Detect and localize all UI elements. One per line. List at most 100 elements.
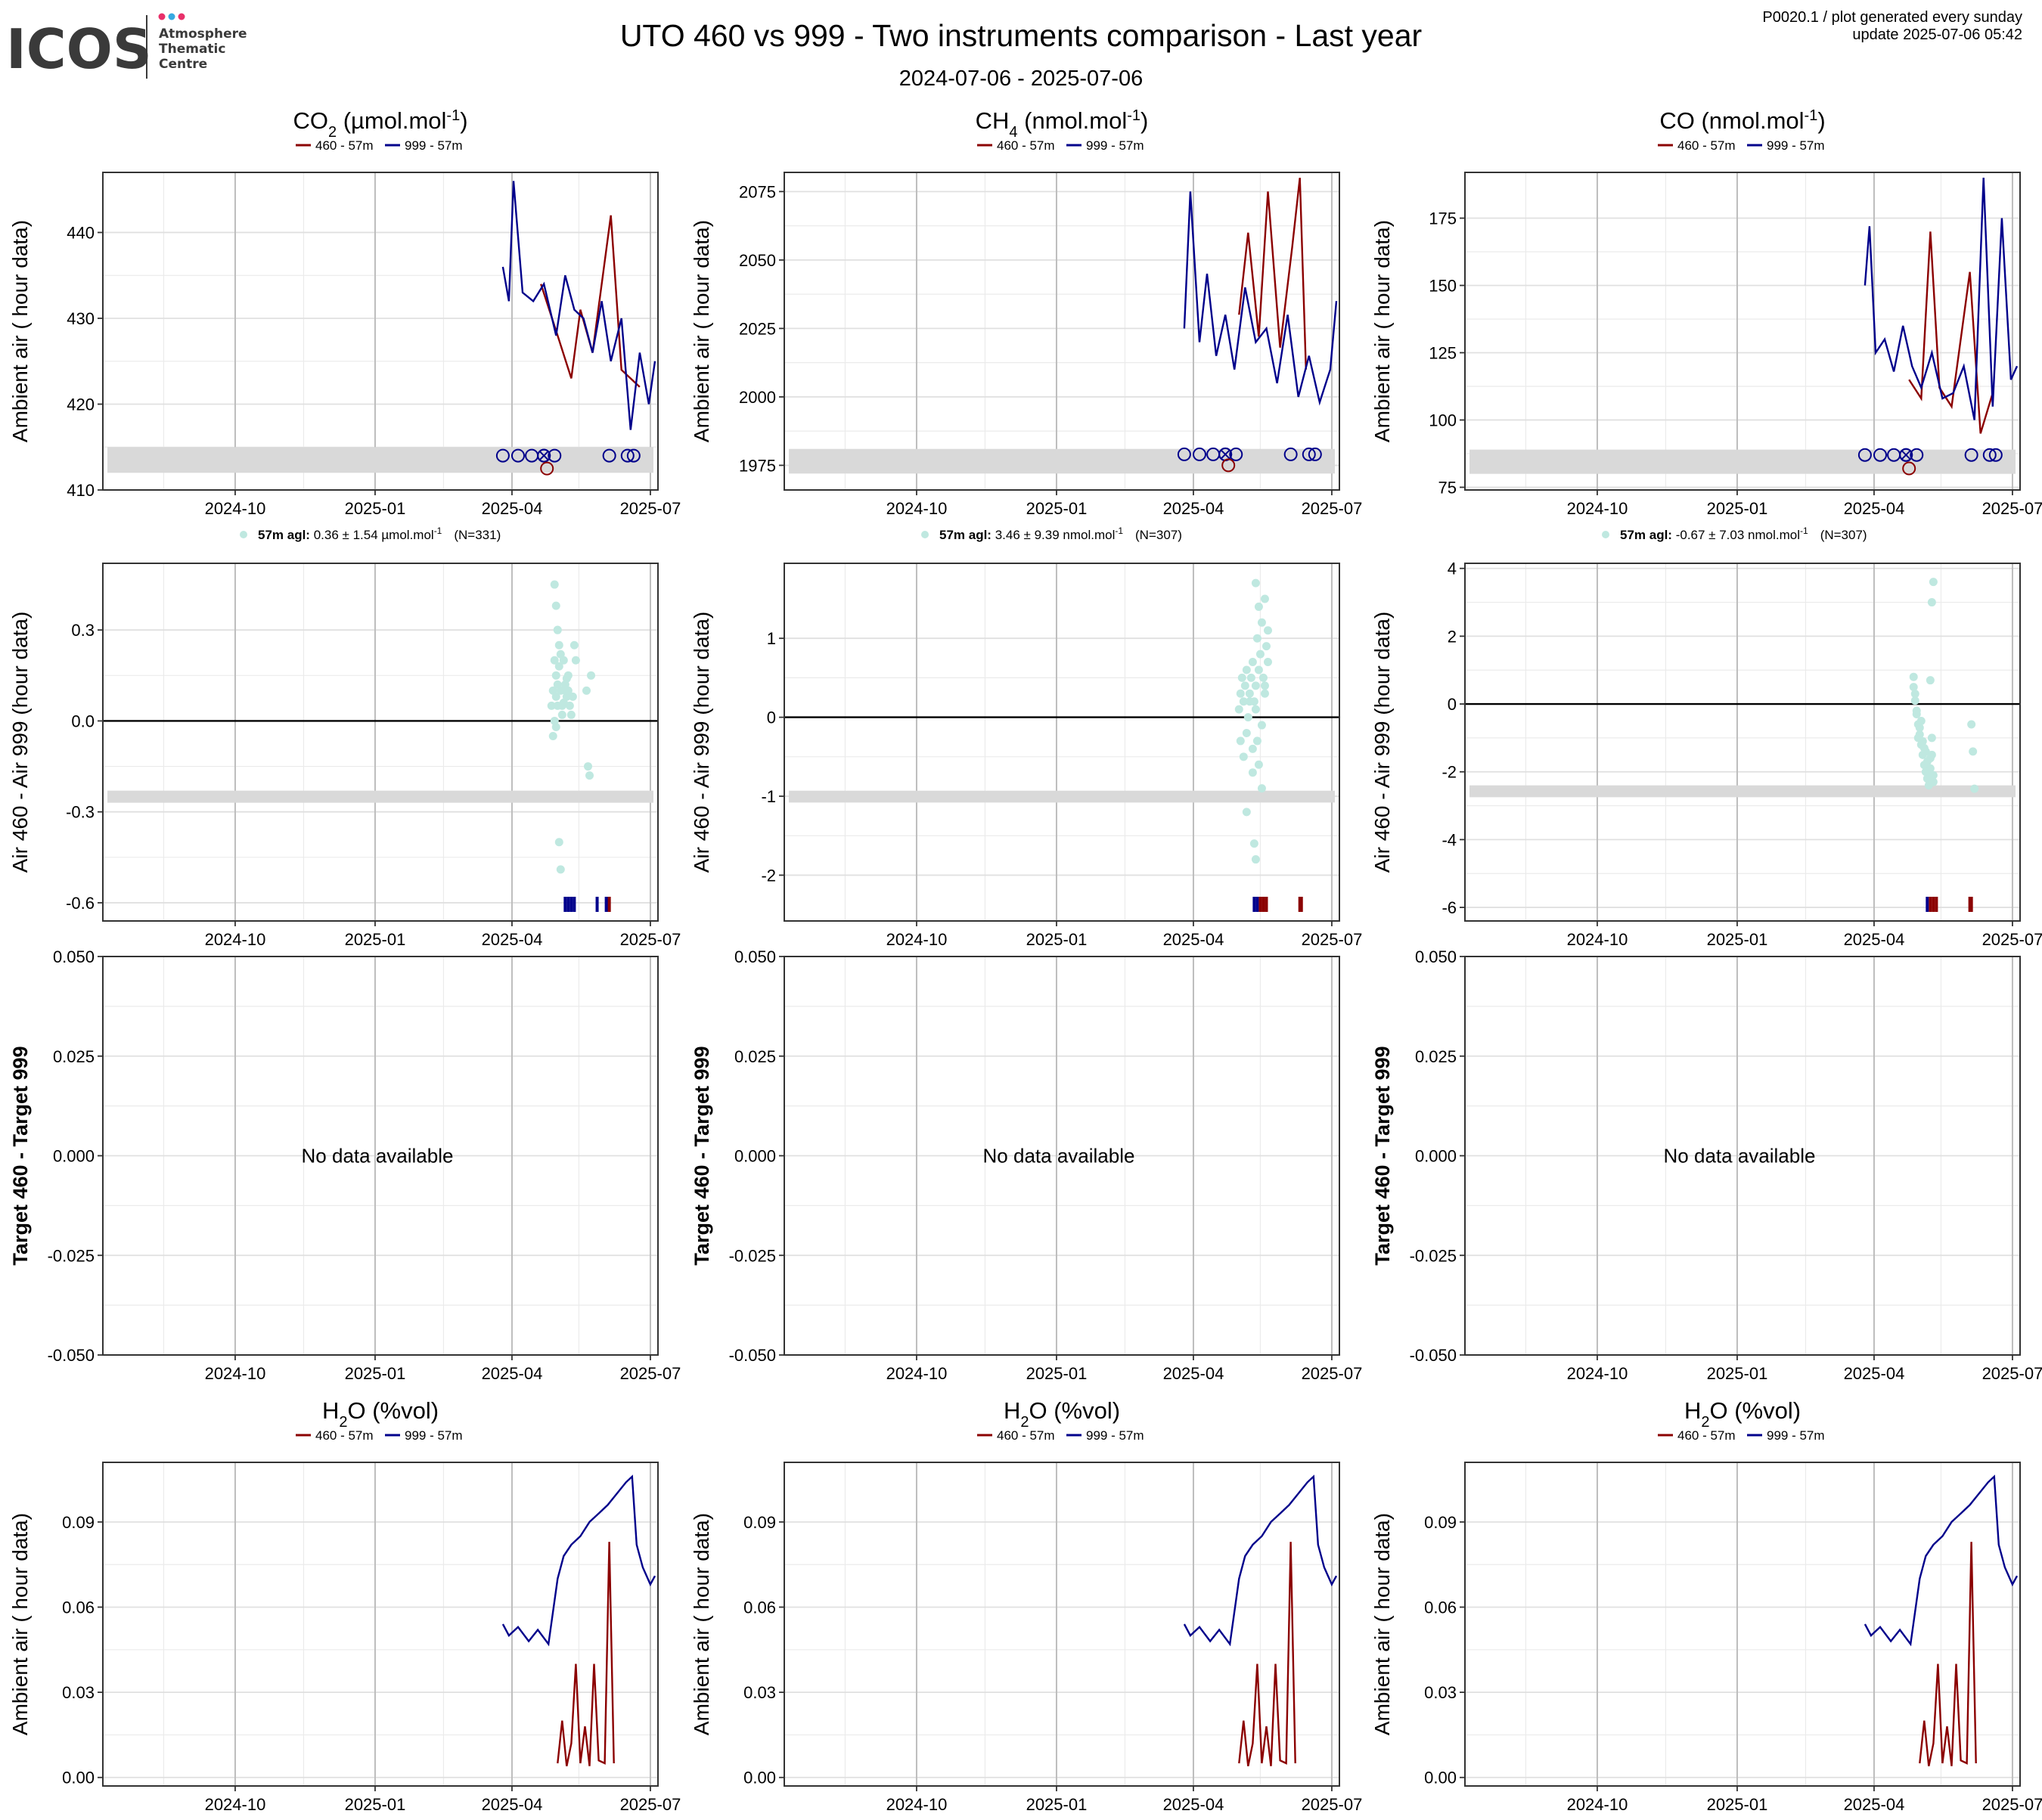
series-line-460-57m xyxy=(1238,1542,1296,1766)
diff-point xyxy=(553,680,562,689)
y-tick-label: 0.06 xyxy=(62,1598,95,1617)
plot-area xyxy=(495,181,656,476)
diff-point xyxy=(1910,696,1919,705)
maintenance-marker xyxy=(626,448,641,463)
diff-point xyxy=(1970,784,1979,793)
maintenance-marker-460 xyxy=(1221,458,1236,473)
y-tick-label: 75 xyxy=(1438,478,1457,497)
diff-point xyxy=(571,656,580,665)
panel-bg xyxy=(103,172,658,490)
y-tick-label: -0.6 xyxy=(66,894,95,913)
legend-label-460: 460 - 57m xyxy=(997,138,1055,153)
y-tick-label: 430 xyxy=(67,309,95,328)
series-line-460-57m xyxy=(557,1542,615,1766)
diff-point xyxy=(1918,736,1927,746)
diff-point xyxy=(1910,690,1919,699)
y-tick-label: -0.050 xyxy=(729,1346,776,1365)
panel-border xyxy=(784,1462,1340,1787)
y-tick-label: 0 xyxy=(1448,695,1457,714)
legend-label-460: 460 - 57m xyxy=(1677,1428,1736,1443)
diff-point xyxy=(583,762,592,771)
y-tick-label: 0.000 xyxy=(1415,1147,1457,1166)
panel-ch4-target: No data available -0.050 -0.025 0.000 0.025 0… xyxy=(690,947,1362,1383)
panel-bg xyxy=(1465,563,2020,921)
x-tick-label: 2024-10 xyxy=(1567,499,1628,518)
rug-999 xyxy=(569,897,573,912)
diff-point xyxy=(1242,728,1251,737)
stat-text: 57m agl: -0.67 ± 7.03 nmol.mol-1 (N=307) xyxy=(1620,526,1867,542)
x-tick-label: 2025-07 xyxy=(620,930,681,949)
y-tick-label: 410 xyxy=(67,481,95,500)
plot-area xyxy=(1465,578,2020,912)
diff-point xyxy=(1248,768,1257,777)
page-title: UTO 460 vs 999 - Two instruments compari… xyxy=(619,18,1423,53)
panel-legend: 460 - 57m 999 - 57m xyxy=(1658,1428,1825,1443)
x-tick-label: 2025-07 xyxy=(1982,930,2042,949)
diff-point xyxy=(1915,723,1924,732)
x-tick-label: 2024-10 xyxy=(205,930,266,949)
y-axis-label: Ambient air ( hour data) xyxy=(1370,220,1394,442)
stat-text: 57m agl: 0.36 ± 1.54 µmol.mol-1 (N=331) xyxy=(258,526,501,542)
panel-legend: 460 - 57m 999 - 57m xyxy=(296,1428,463,1443)
panel-border xyxy=(1464,563,2021,922)
uncertainty-band xyxy=(1469,449,2016,474)
diff-point xyxy=(1927,733,1936,743)
diff-point xyxy=(556,650,565,659)
plot-area xyxy=(1183,1474,1338,1766)
maintenance-marker xyxy=(1982,448,1997,462)
maintenance-marker xyxy=(1283,447,1298,461)
y-tick-label: 0.03 xyxy=(743,1683,776,1702)
y-axis-label: Ambient air ( hour data) xyxy=(1370,1513,1394,1735)
x-tick-label: 2025-01 xyxy=(1707,930,1768,949)
y-tick-label: 1975 xyxy=(739,456,776,475)
maintenance-marker xyxy=(1857,448,1872,462)
legend-label-999: 999 - 57m xyxy=(405,1428,463,1443)
x-tick-label: 2025-04 xyxy=(1844,930,1905,949)
panel-title: CO (nmol.mol-1) xyxy=(1659,107,1825,134)
diff-point xyxy=(563,686,573,695)
diff-point xyxy=(1243,713,1252,722)
diff-point xyxy=(1260,681,1269,690)
y-tick-label: 0.025 xyxy=(734,1047,776,1066)
rug-460 xyxy=(1258,897,1262,912)
y-tick-label: -0.025 xyxy=(48,1246,95,1265)
plot-area xyxy=(501,1474,656,1766)
panel-border xyxy=(102,1462,659,1787)
y-tick-label: -2 xyxy=(1442,763,1457,782)
diff-point xyxy=(1969,747,1978,756)
panel-border xyxy=(1464,1462,2021,1787)
rug-460 xyxy=(1262,897,1265,912)
diff-point xyxy=(1263,626,1272,635)
diff-point xyxy=(1263,658,1272,667)
y-tick-label: 125 xyxy=(1429,343,1457,362)
y-tick-label: 0.050 xyxy=(1415,947,1457,966)
panel-h2o-3: 0.00 0.03 0.06 0.09 2024-10 2025-01 2025-04 202… xyxy=(1370,1397,2042,1814)
x-tick-label: 2025-04 xyxy=(482,499,543,518)
x-tick-label: 2025-07 xyxy=(1302,1364,1363,1383)
rug-460 xyxy=(1299,897,1303,912)
x-tick-label: 2024-10 xyxy=(1567,1795,1628,1814)
y-tick-label: -0.050 xyxy=(1410,1346,1457,1365)
x-tick-label: 2025-04 xyxy=(1844,499,1905,518)
x-tick-label: 2025-07 xyxy=(1982,499,2042,518)
x-tick-label: 2025-07 xyxy=(620,1364,681,1383)
diff-point xyxy=(1967,720,1976,729)
diff-point xyxy=(1924,767,1933,777)
y-tick-label: -2 xyxy=(761,866,776,885)
diff-point xyxy=(1912,710,1921,719)
maintenance-marker xyxy=(548,448,562,463)
rug-999 xyxy=(1255,897,1259,912)
diff-point xyxy=(1260,689,1269,698)
legend-label-460: 460 - 57m xyxy=(1677,138,1736,153)
panel-h2o-2: 0.00 0.03 0.06 0.09 2024-10 2025-01 2025-04 202… xyxy=(690,1397,1362,1814)
diff-point xyxy=(553,625,562,634)
rug-999 xyxy=(573,897,576,912)
diff-point xyxy=(1237,673,1246,682)
x-tick-label: 2024-10 xyxy=(1567,930,1628,949)
y-tick-label: 2000 xyxy=(739,388,776,407)
diff-point xyxy=(554,662,563,671)
maintenance-marker xyxy=(1988,448,2003,462)
logo-sub-3: Centre xyxy=(159,57,207,72)
rug-999 xyxy=(606,897,610,912)
uncertainty-band xyxy=(789,448,1335,474)
